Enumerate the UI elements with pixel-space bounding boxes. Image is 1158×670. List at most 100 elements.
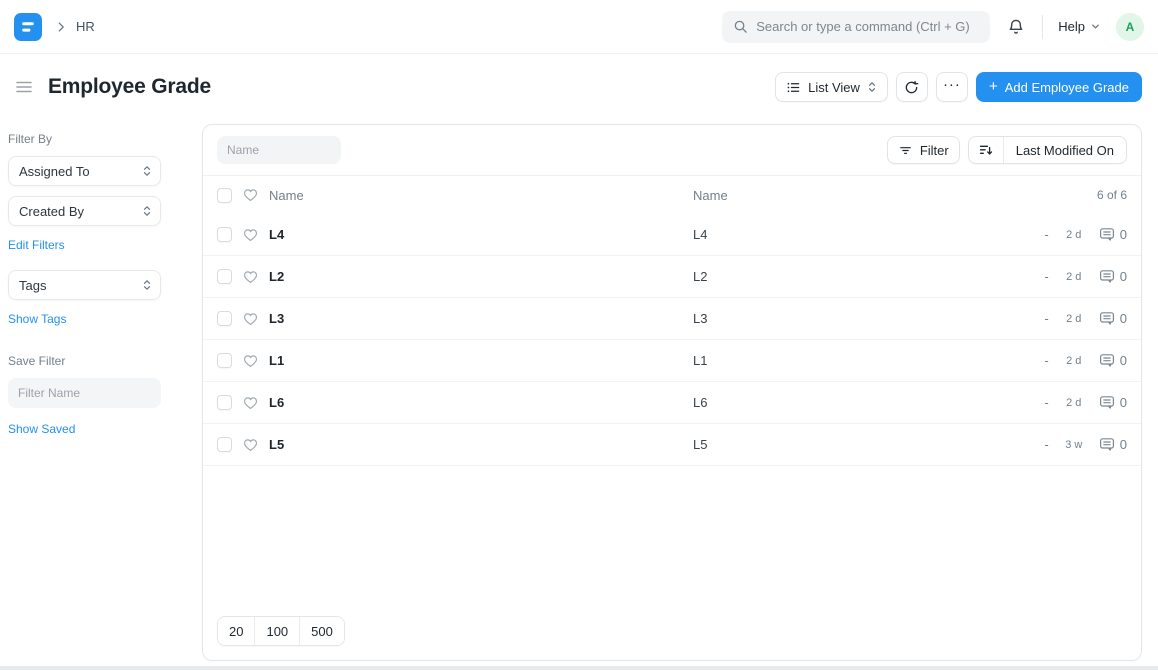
heart-icon[interactable] bbox=[243, 270, 258, 284]
page-size-group: 20 100 500 bbox=[217, 616, 345, 646]
heart-icon[interactable] bbox=[243, 312, 258, 326]
sort-direction-button[interactable] bbox=[969, 137, 1003, 163]
assignee-placeholder: - bbox=[1044, 437, 1049, 452]
column-header-name2[interactable]: Name bbox=[693, 187, 728, 203]
menu-button[interactable]: ··· bbox=[935, 72, 968, 102]
row-name-link[interactable]: L4 bbox=[269, 227, 285, 242]
navbar-right: Help A bbox=[722, 10, 1144, 43]
table-row[interactable]: L5 L5 - 3 w 0 bbox=[203, 424, 1141, 466]
row-checkbox[interactable] bbox=[217, 437, 232, 452]
select-chevrons-icon bbox=[143, 206, 151, 216]
sort-field-button[interactable]: Last Modified On bbox=[1002, 137, 1126, 163]
row-name2: L5 bbox=[693, 437, 708, 452]
filter-name-input[interactable] bbox=[8, 378, 161, 408]
result-count[interactable]: 6 of 6 bbox=[1096, 188, 1127, 202]
user-avatar[interactable]: A bbox=[1116, 12, 1144, 41]
tags-label: Tags bbox=[19, 277, 47, 293]
edit-filters-link[interactable]: Edit Filters bbox=[8, 238, 65, 252]
heart-icon[interactable] bbox=[243, 396, 258, 410]
comment-count-value: 0 bbox=[1119, 437, 1127, 452]
row-checkbox[interactable] bbox=[217, 395, 232, 410]
comment-count[interactable]: 0 bbox=[1099, 227, 1127, 242]
heart-icon[interactable] bbox=[243, 438, 258, 452]
sidebar-toggle-button[interactable] bbox=[10, 73, 38, 101]
page-size-500-button[interactable]: 500 bbox=[299, 617, 344, 645]
app-logo[interactable] bbox=[14, 12, 42, 41]
row-name2: L4 bbox=[693, 227, 708, 242]
table-row[interactable]: L1 L1 - 2 d 0 bbox=[203, 340, 1141, 382]
view-selector-button[interactable]: List View bbox=[775, 72, 888, 102]
table-row[interactable]: L6 L6 - 2 d 0 bbox=[203, 382, 1141, 424]
heart-icon[interactable] bbox=[243, 354, 258, 368]
hamburger-icon bbox=[16, 81, 32, 93]
frappe-logo-icon bbox=[22, 21, 34, 32]
heart-icon[interactable] bbox=[243, 188, 258, 202]
search-icon bbox=[734, 20, 748, 33]
filter-sidebar: Filter By Assigned To Created By Edit Fi… bbox=[0, 120, 202, 666]
modified-time: 2 d bbox=[1066, 270, 1082, 283]
list-spacer bbox=[203, 466, 1141, 616]
global-search[interactable] bbox=[722, 10, 991, 43]
navbar: HR Help A bbox=[0, 0, 1158, 54]
row-name2: L1 bbox=[693, 353, 708, 368]
toolbar-right: Filter Last Modified On bbox=[886, 136, 1127, 164]
plus-icon: + bbox=[988, 78, 998, 95]
comment-icon bbox=[1099, 312, 1114, 325]
created-by-label: Created By bbox=[19, 203, 85, 219]
help-menu[interactable]: Help bbox=[1058, 19, 1101, 34]
filter-button[interactable]: Filter bbox=[886, 136, 960, 164]
select-chevrons-icon bbox=[868, 82, 876, 92]
search-input[interactable] bbox=[756, 19, 980, 34]
navbar-divider bbox=[1042, 14, 1044, 39]
heart-icon[interactable] bbox=[243, 228, 258, 242]
select-all-checkbox[interactable] bbox=[217, 187, 232, 203]
row-checkbox[interactable] bbox=[217, 311, 232, 326]
comment-icon bbox=[1099, 396, 1114, 409]
comment-icon bbox=[1099, 354, 1114, 367]
comment-icon bbox=[1099, 228, 1114, 241]
row-name-link[interactable]: L5 bbox=[269, 437, 285, 452]
row-checkbox[interactable] bbox=[217, 227, 232, 242]
row-name-link[interactable]: L2 bbox=[269, 269, 285, 284]
page-size-20-button[interactable]: 20 bbox=[218, 617, 255, 645]
comment-count-value: 0 bbox=[1119, 227, 1127, 242]
add-employee-grade-button[interactable]: + Add Employee Grade bbox=[975, 72, 1142, 102]
assignee-placeholder: - bbox=[1044, 395, 1049, 410]
breadcrumb[interactable]: HR bbox=[76, 19, 95, 34]
view-selector-label: List View bbox=[808, 79, 860, 95]
list-footer: 20 100 500 bbox=[203, 616, 1141, 660]
page-size-100-button[interactable]: 100 bbox=[254, 617, 300, 645]
table-row[interactable]: L3 L3 - 2 d 0 bbox=[203, 298, 1141, 340]
comment-count[interactable]: 0 bbox=[1099, 395, 1127, 410]
row-name-link[interactable]: L1 bbox=[269, 353, 285, 368]
tags-select[interactable]: Tags bbox=[8, 270, 161, 300]
select-chevrons-icon bbox=[143, 166, 151, 176]
assignee-placeholder: - bbox=[1044, 227, 1049, 242]
ellipsis-icon: ··· bbox=[942, 75, 961, 93]
assigned-to-select[interactable]: Assigned To bbox=[8, 156, 161, 186]
row-name-link[interactable]: L6 bbox=[269, 395, 285, 410]
table-row[interactable]: L4 L4 - 2 d 0 bbox=[203, 214, 1141, 256]
page-title: Employee Grade bbox=[48, 75, 211, 98]
name-filter-input[interactable] bbox=[217, 136, 341, 164]
comment-count[interactable]: 0 bbox=[1099, 311, 1127, 326]
comment-count[interactable]: 0 bbox=[1099, 437, 1127, 452]
row-checkbox[interactable] bbox=[217, 353, 232, 368]
show-tags-link[interactable]: Show Tags bbox=[8, 312, 67, 326]
select-chevrons-icon bbox=[143, 280, 151, 290]
show-saved-link[interactable]: Show Saved bbox=[8, 422, 76, 436]
comment-count-value: 0 bbox=[1119, 395, 1127, 410]
modified-time: 2 d bbox=[1066, 396, 1082, 409]
comment-count[interactable]: 0 bbox=[1099, 353, 1127, 368]
comment-count[interactable]: 0 bbox=[1099, 269, 1127, 284]
created-by-select[interactable]: Created By bbox=[8, 196, 161, 226]
column-header-name[interactable]: Name bbox=[269, 187, 304, 203]
refresh-button[interactable] bbox=[895, 72, 928, 102]
row-name-link[interactable]: L3 bbox=[269, 311, 285, 326]
row-checkbox[interactable] bbox=[217, 269, 232, 284]
assignee-placeholder: - bbox=[1044, 353, 1049, 368]
sort-descending-icon bbox=[979, 145, 992, 155]
table-row[interactable]: L2 L2 - 2 d 0 bbox=[203, 256, 1141, 298]
notifications-bell-button[interactable] bbox=[1005, 16, 1027, 38]
